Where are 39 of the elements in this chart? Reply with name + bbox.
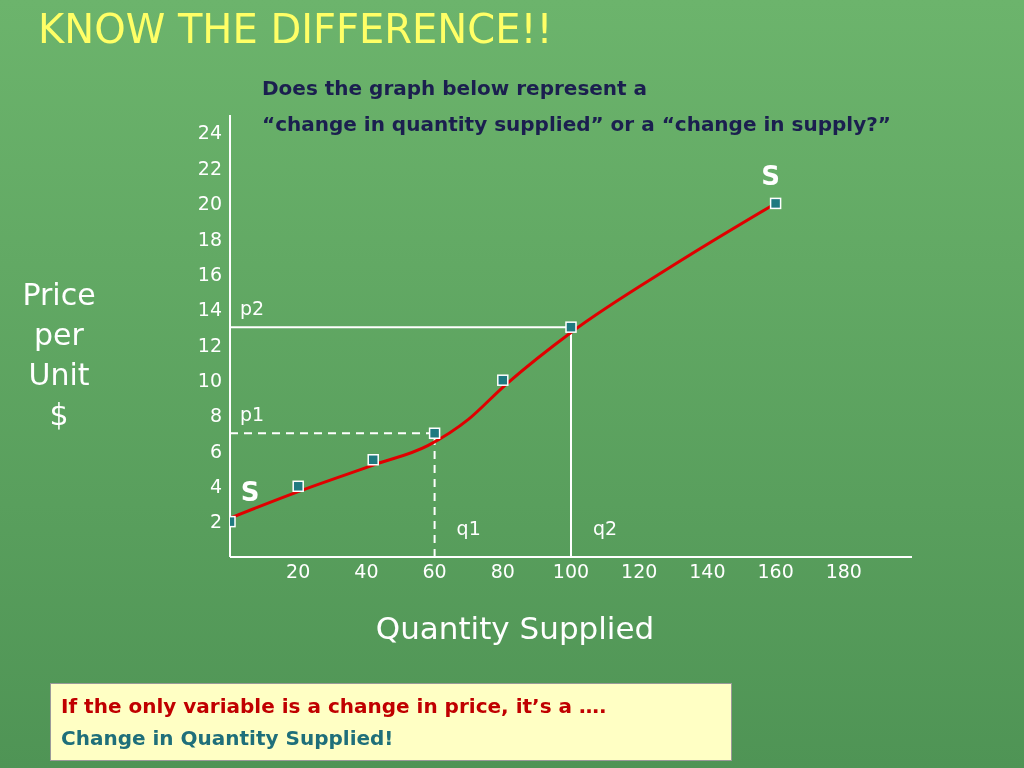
y-tick-label: 20 [197, 192, 222, 215]
x-tick-label: 100 [552, 560, 590, 583]
annotation: S [761, 160, 780, 191]
point [428, 427, 441, 439]
y-tick-label: 16 [197, 262, 222, 285]
text: Change in Quantity Supplied! [61, 725, 395, 752]
y-tick-label: 14 [197, 298, 222, 321]
text: If the only variable is a change in price, it’s a …. [61, 693, 608, 720]
x-axis-title: Quantity Supplied [374, 610, 656, 646]
x-tick-label: 160 [757, 560, 794, 583]
ref-line-label: p1 [240, 403, 265, 426]
y-tick-label: 4 [209, 475, 222, 498]
y-axis-title: Price per Unit $ [21, 276, 97, 434]
ref-line-label: q2 [593, 517, 618, 539]
y-tick-label: 10 [197, 368, 222, 391]
x-tick-label: 140 [689, 560, 726, 583]
x-tick-label: 120 [621, 560, 658, 583]
x-tick-label: 80 [490, 560, 515, 583]
annotation: S [240, 477, 260, 508]
point [565, 321, 577, 333]
ref-line-label: p2 [240, 297, 265, 320]
chart-subtitle: Does the graph below represent a “change in quantity supplied” or a “change in supply?” [262, 75, 891, 138]
y-tick-label: 6 [209, 439, 222, 462]
y-tick-label: 18 [197, 227, 222, 250]
point [292, 480, 304, 493]
point [497, 374, 509, 386]
x-tick-label: 180 [825, 560, 862, 583]
y-tick-label: 22 [197, 156, 222, 179]
chart-title: KNOW THE DIFFERENCE!! [38, 6, 553, 52]
x-tick-label: 60 [422, 560, 447, 583]
y-tick-label: 2 [209, 510, 222, 533]
x-tick-label: 20 [286, 560, 311, 583]
point [367, 454, 379, 466]
y-tick-label: 8 [209, 404, 222, 427]
point [769, 197, 782, 210]
y-tick-label: 12 [197, 333, 222, 356]
x-tick-label: 40 [354, 560, 379, 583]
y-tick-label: 24 [197, 121, 222, 144]
ref-line-label: q1 [456, 517, 481, 539]
